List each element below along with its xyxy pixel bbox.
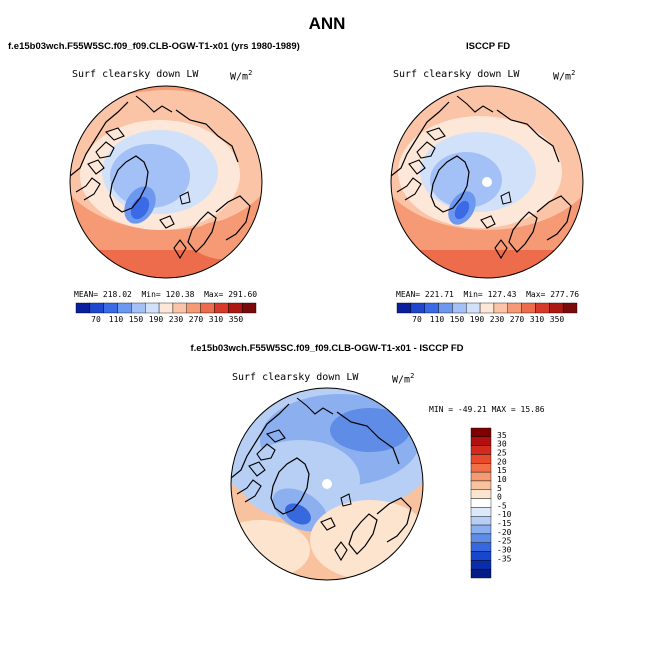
- diff-colorbar-swatch: [470, 471, 492, 482]
- obs-units-label: W/m2: [553, 69, 576, 83]
- obs-colorbar-tick-label: 70: [412, 315, 422, 324]
- diff-colorbar-swatch: [470, 445, 492, 455]
- obs-colorbar-swatch: [410, 302, 425, 314]
- obs-colorbar-swatch: [562, 302, 578, 314]
- case-units-label: W/m2: [230, 69, 253, 83]
- diff-colorbar-tick-label: -5: [497, 501, 507, 510]
- case-colorbar-swatch: [131, 302, 146, 314]
- diff-colorbar-swatch: [470, 560, 492, 570]
- case-colorbar-tick-label: 110: [109, 315, 124, 324]
- obs-colorbar-tick-label: 190: [470, 315, 485, 324]
- case-colorbar-swatch: [186, 302, 201, 314]
- obs-colorbar-swatch: [466, 302, 481, 314]
- diff-colorbar-tick-label: 10: [497, 475, 507, 484]
- diff-colorbar-swatch: [470, 542, 492, 552]
- case-colorbar-swatch: [172, 302, 187, 314]
- diff-colorbar-tick-label: -30: [497, 546, 512, 555]
- obs-colorbar-swatch: [535, 302, 550, 314]
- obs-colorbar: 70 110 150 190 230 270 310 350: [396, 302, 578, 324]
- case-colorbar-swatch: [228, 302, 243, 314]
- case-colorbar-tick-label: 270: [189, 315, 204, 324]
- diff-colorbar-tick-label: -25: [497, 537, 512, 546]
- diff-colorbar-swatch: [470, 498, 492, 508]
- case-colorbar-swatch: [89, 302, 104, 314]
- obs-colorbar-tick-label: 270: [510, 315, 525, 324]
- obs-colorbar-swatch: [549, 302, 564, 314]
- diff-colorbar-swatch: [470, 454, 492, 464]
- diff-colorbar-swatch: [470, 551, 492, 561]
- diff-colorbar-swatch: [470, 507, 492, 517]
- obs-colorbar-swatch: [424, 302, 439, 314]
- diff-colorbar-tick-label: 25: [497, 448, 507, 457]
- diff-colorbar-swatch: [470, 436, 492, 446]
- diff-colorbar-tick-label: 0: [497, 493, 502, 502]
- diff-colorbar-swatch: [470, 463, 492, 473]
- obs-colorbar-tick-label: 150: [450, 315, 465, 324]
- diff-colorbar-swatch: [470, 568, 492, 579]
- case-variable-label: Surf clearsky down LW: [72, 69, 199, 80]
- diff-colorbar-tick-label: 30: [497, 440, 507, 449]
- obs-stats: MEAN= 221.71 Min= 127.43 Max= 277.76: [396, 290, 580, 299]
- obs-colorbar-tick-label: 350: [550, 315, 565, 324]
- case-colorbar-tick-label: 350: [229, 315, 244, 324]
- obs-colorbar-tick-label: 310: [530, 315, 545, 324]
- diff-variable-label: Surf clearsky down LW: [232, 372, 359, 383]
- diff-colorbar-tick-label: 5: [497, 484, 502, 493]
- diff-colorbar-tick-label: -10: [497, 510, 512, 519]
- obs-variable-label: Surf clearsky down LW: [393, 69, 520, 80]
- obs-map: [390, 85, 584, 279]
- diff-colorbar-tick-label: -20: [497, 528, 512, 537]
- obs-colorbar-swatch: [521, 302, 536, 314]
- diff-colorbar-tick-label: 15: [497, 466, 507, 475]
- diff-map: [230, 387, 424, 581]
- case-colorbar-swatch: [145, 302, 160, 314]
- case-colorbar-swatch: [158, 302, 174, 314]
- diff-panel-title: f.e15b03wch.F55W5SC.f09_f09.CLB-OGW-T1-x…: [190, 343, 464, 354]
- case-colorbar-swatch: [241, 302, 257, 314]
- diff-colorbar-tick-label: 35: [497, 431, 507, 440]
- obs-colorbar-tick-label: 230: [490, 315, 505, 324]
- case-panel-title: f.e15b03wch.F55W5SC.f09_f09.CLB-OGW-T1-x…: [8, 41, 300, 52]
- case-colorbar-tick-label: 230: [169, 315, 184, 324]
- diff-units-label: W/m2: [392, 372, 415, 386]
- case-colorbar-tick-label: 70: [91, 315, 101, 324]
- diff-colorbar-swatch: [470, 489, 492, 499]
- diff-colorbar-swatch: [470, 516, 492, 526]
- case-colorbar-tick-label: 310: [209, 315, 224, 324]
- diff-colorbar-tick-label: -35: [497, 554, 512, 563]
- case-colorbar: 70 110 150 190 230 270 310 350: [75, 302, 257, 324]
- diff-colorbar-swatch: [470, 480, 492, 490]
- diff-min-max: MIN = -49.21 MAX = 15.86: [429, 405, 545, 414]
- diff-colorbar-swatch: [470, 427, 492, 438]
- case-colorbar-tick-label: 150: [129, 315, 144, 324]
- case-colorbar-swatch: [117, 302, 132, 314]
- obs-colorbar-swatch: [507, 302, 522, 314]
- obs-colorbar-swatch: [438, 302, 453, 314]
- obs-colorbar-swatch: [396, 302, 412, 314]
- case-stats: MEAN= 218.02 Min= 120.38 Max= 291.60: [74, 290, 258, 299]
- case-colorbar-swatch: [103, 302, 118, 314]
- case-map: [69, 85, 263, 279]
- case-colorbar-tick-label: 190: [149, 315, 164, 324]
- obs-colorbar-swatch: [479, 302, 495, 314]
- case-colorbar-swatch: [214, 302, 229, 314]
- case-colorbar-swatch: [75, 302, 91, 314]
- diff-colorbar-tick-label: -15: [497, 519, 512, 528]
- page-title: ANN: [308, 14, 346, 33]
- obs-panel-title: ISCCP FD: [466, 41, 511, 52]
- obs-colorbar-tick-label: 110: [430, 315, 445, 324]
- case-colorbar-swatch: [200, 302, 215, 314]
- obs-colorbar-swatch: [493, 302, 508, 314]
- diff-colorbar-swatch: [470, 533, 492, 543]
- obs-colorbar-swatch: [452, 302, 467, 314]
- diff-colorbar-tick-label: 20: [497, 457, 507, 466]
- diff-colorbar-swatch: [470, 524, 492, 535]
